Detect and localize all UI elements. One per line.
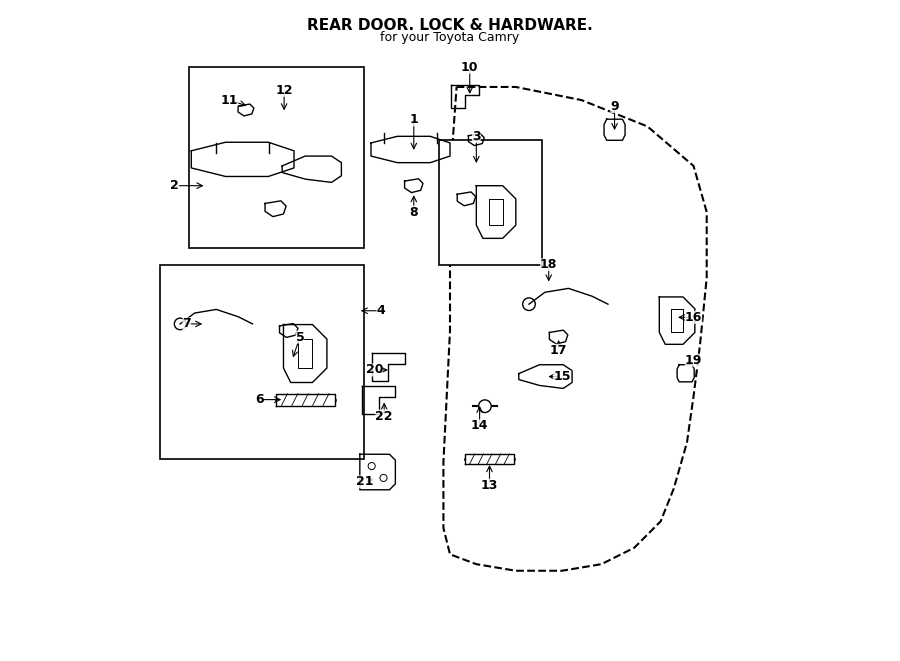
Bar bbox=[439, 139, 542, 264]
Polygon shape bbox=[464, 454, 514, 464]
Text: 18: 18 bbox=[540, 258, 557, 271]
Text: 13: 13 bbox=[481, 479, 499, 492]
Text: 14: 14 bbox=[471, 420, 489, 432]
Circle shape bbox=[479, 400, 491, 412]
Text: 17: 17 bbox=[550, 344, 567, 357]
Text: 11: 11 bbox=[220, 94, 238, 106]
Bar bbox=[160, 264, 364, 459]
Text: 7: 7 bbox=[183, 317, 191, 330]
Text: 19: 19 bbox=[685, 354, 702, 367]
Text: 5: 5 bbox=[295, 330, 304, 344]
Text: for your Toyota Camry: for your Toyota Camry bbox=[381, 31, 519, 44]
Text: 9: 9 bbox=[610, 100, 619, 113]
Text: 1: 1 bbox=[410, 114, 418, 126]
Text: 22: 22 bbox=[375, 410, 393, 422]
Text: 21: 21 bbox=[356, 475, 373, 488]
Text: 4: 4 bbox=[376, 304, 385, 317]
Text: 2: 2 bbox=[170, 179, 179, 192]
Text: 16: 16 bbox=[685, 311, 702, 324]
Polygon shape bbox=[275, 394, 335, 406]
Text: 10: 10 bbox=[461, 61, 479, 74]
Text: 12: 12 bbox=[275, 84, 292, 97]
Text: 15: 15 bbox=[554, 370, 571, 383]
Bar bbox=[189, 67, 364, 249]
Text: 6: 6 bbox=[255, 393, 264, 406]
Text: 3: 3 bbox=[472, 130, 481, 143]
Text: 8: 8 bbox=[410, 206, 418, 219]
Text: 20: 20 bbox=[365, 364, 383, 377]
Text: REAR DOOR. LOCK & HARDWARE.: REAR DOOR. LOCK & HARDWARE. bbox=[307, 18, 593, 33]
